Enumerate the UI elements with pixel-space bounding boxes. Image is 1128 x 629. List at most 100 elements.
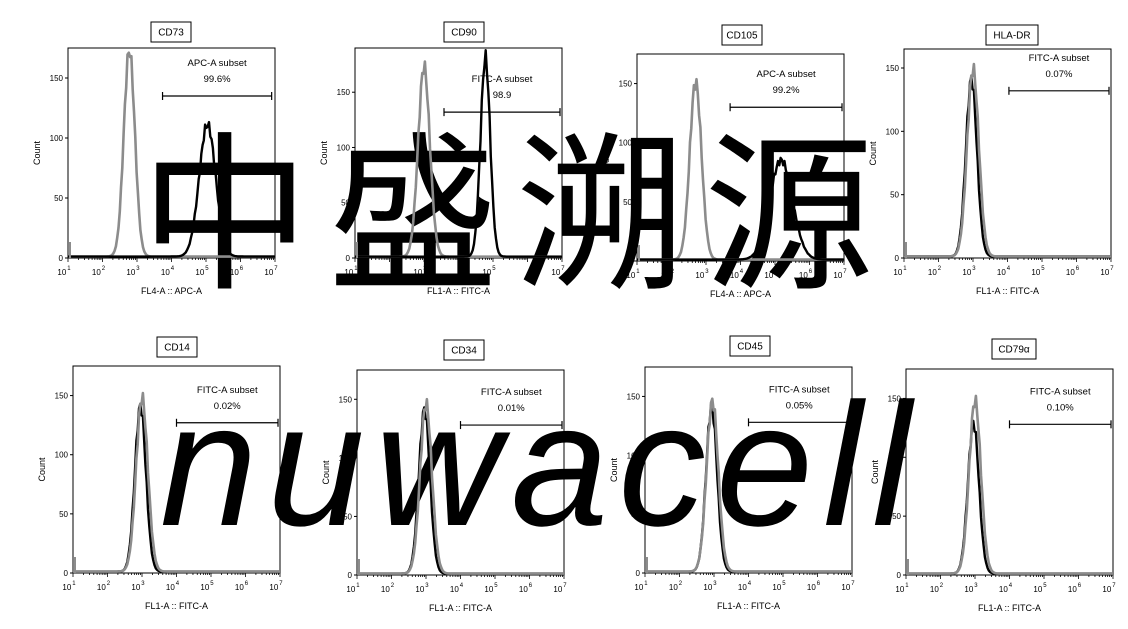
histogram-panel: CD105 0 50 100 150 Count 101 102 103 104 105 106 107… xyxy=(601,24,847,299)
y-tick-label: 50 xyxy=(341,199,350,208)
x-tick-label: 102 xyxy=(381,583,395,594)
y-tick-label: 0 xyxy=(59,254,64,263)
panel-title: CD79α xyxy=(998,345,1030,356)
y-tick-label: 100 xyxy=(55,451,69,460)
panel-title-box xyxy=(150,21,192,43)
x-axis-label: FL1-A :: FITC-A xyxy=(717,601,780,611)
x-tick-label: 107 xyxy=(1100,266,1114,277)
gate-percent: 0.02% xyxy=(214,401,241,412)
y-tick-label: 0 xyxy=(895,254,900,263)
gate-percent: 99.6% xyxy=(204,74,231,85)
x-tick-label: 105 xyxy=(764,269,778,280)
x-tick-label: 106 xyxy=(235,581,249,592)
x-tick-label: 104 xyxy=(738,581,752,592)
gate-label: APC-A subset xyxy=(188,58,247,69)
y-tick-label: 150 xyxy=(619,80,633,89)
x-tick-label: 101 xyxy=(634,581,648,592)
x-axis-label: FL1-A :: FITC-A xyxy=(978,603,1041,613)
stained-histogram xyxy=(904,75,1111,258)
x-tick-label: 102 xyxy=(661,269,675,280)
y-tick-label: 100 xyxy=(619,139,633,148)
gate-percent: 0.10% xyxy=(1047,402,1074,413)
gate-label: FITC-A subset xyxy=(197,385,258,396)
y-tick-label: 150 xyxy=(627,392,641,401)
y-tick-label: 50 xyxy=(892,512,901,521)
panel-title-box xyxy=(991,338,1037,360)
x-tick-label: 105 xyxy=(195,266,209,277)
x-tick-label: 101 xyxy=(57,266,71,277)
x-tick-label: 106 xyxy=(1068,583,1082,594)
panel-title: CD105 xyxy=(726,31,758,42)
y-tick-label: 0 xyxy=(64,569,69,578)
isotype-histogram xyxy=(903,62,1111,258)
stained-histogram xyxy=(637,156,844,261)
x-tick-label: 104 xyxy=(730,269,744,280)
x-tick-label: 104 xyxy=(999,583,1013,594)
x-tick-label: 102 xyxy=(92,266,106,277)
y-tick-label: 100 xyxy=(339,454,353,463)
isotype-histogram xyxy=(356,397,565,575)
x-tick-label: 103 xyxy=(413,266,427,277)
y-tick-label: 50 xyxy=(623,198,632,207)
y-tick-label: 150 xyxy=(888,394,902,403)
plot-frame xyxy=(903,48,1112,259)
y-axis-label: Count xyxy=(319,141,329,166)
x-tick-label: 102 xyxy=(669,581,683,592)
gate-label: FITC-A subset xyxy=(1029,53,1090,64)
x-tick-label: 106 xyxy=(799,269,813,280)
panel-title-box xyxy=(729,335,771,357)
x-tick-label: 103 xyxy=(962,266,976,277)
gate-percent: 0.07% xyxy=(1045,69,1072,80)
panel-title-box xyxy=(985,24,1039,46)
x-tick-label: 106 xyxy=(807,581,821,592)
isotype-histogram xyxy=(73,391,281,573)
x-tick-label: 101 xyxy=(893,266,907,277)
x-tick-label: 103 xyxy=(703,581,717,592)
x-axis-label: FL4-A :: APC-A xyxy=(141,286,202,296)
gate-label: FITC-A subset xyxy=(1030,386,1091,397)
y-axis-label: Count xyxy=(868,141,878,166)
watermark-latin: nuwacell xyxy=(160,368,921,563)
gate-percent: 0.05% xyxy=(786,400,813,411)
x-tick-label: 104 xyxy=(166,581,180,592)
x-tick-label: 103 xyxy=(131,581,145,592)
x-tick-label: 104 xyxy=(161,266,175,277)
y-tick-label: 150 xyxy=(55,392,69,401)
y-tick-label: 0 xyxy=(897,571,902,580)
x-tick-label: 101 xyxy=(626,269,640,280)
x-tick-label: 105 xyxy=(484,583,498,594)
y-tick-label: 50 xyxy=(631,510,640,519)
x-tick-label: 101 xyxy=(62,581,76,592)
x-tick-label: 104 xyxy=(997,266,1011,277)
y-tick-label: 100 xyxy=(337,143,351,152)
y-tick-label: 100 xyxy=(888,453,902,462)
x-tick-label: 107 xyxy=(833,269,847,280)
x-axis-label: FL1-A :: FITC-A xyxy=(429,603,492,613)
histogram-panel: CD14 0 50 100 150 Count 101 102 103 104 105 106 107 F… xyxy=(37,336,283,611)
x-tick-label: 105 xyxy=(1031,266,1045,277)
histogram-panel: CD73 0 50 100 150 Count 101 102 103 104 105 106 107 F… xyxy=(32,21,278,296)
x-tick-label: 107 xyxy=(264,266,278,277)
x-tick-label: 107 xyxy=(269,581,283,592)
x-tick-label: 101 xyxy=(895,583,909,594)
y-tick-label: 0 xyxy=(636,569,641,578)
x-tick-label: 107 xyxy=(553,583,567,594)
watermark: 中盛溯源 nuwacell xyxy=(140,122,921,563)
x-tick-label: 107 xyxy=(551,266,565,277)
y-tick-label: 150 xyxy=(50,74,64,83)
gate-label: FITC-A subset xyxy=(472,74,533,85)
panel-title: HLA-DR xyxy=(993,31,1030,42)
gate-percent: 99.2% xyxy=(773,85,800,96)
x-tick-label: 101 xyxy=(346,583,360,594)
x-axis-label: FL4-A :: APC-A xyxy=(710,289,771,299)
histogram-panel: CD45 0 50 100 150 Count 101 102 103 104 105 106 107 F… xyxy=(609,335,855,611)
x-tick-label: 105 xyxy=(772,581,786,592)
x-axis-label: FL1-A :: FITC-A xyxy=(976,286,1039,296)
y-tick-label: 0 xyxy=(628,257,633,266)
panel-title: CD90 xyxy=(451,28,477,39)
panel-title-box xyxy=(721,24,763,46)
x-axis-label: FL1-A :: FITC-A xyxy=(427,286,490,296)
y-axis-label: Count xyxy=(32,141,42,166)
